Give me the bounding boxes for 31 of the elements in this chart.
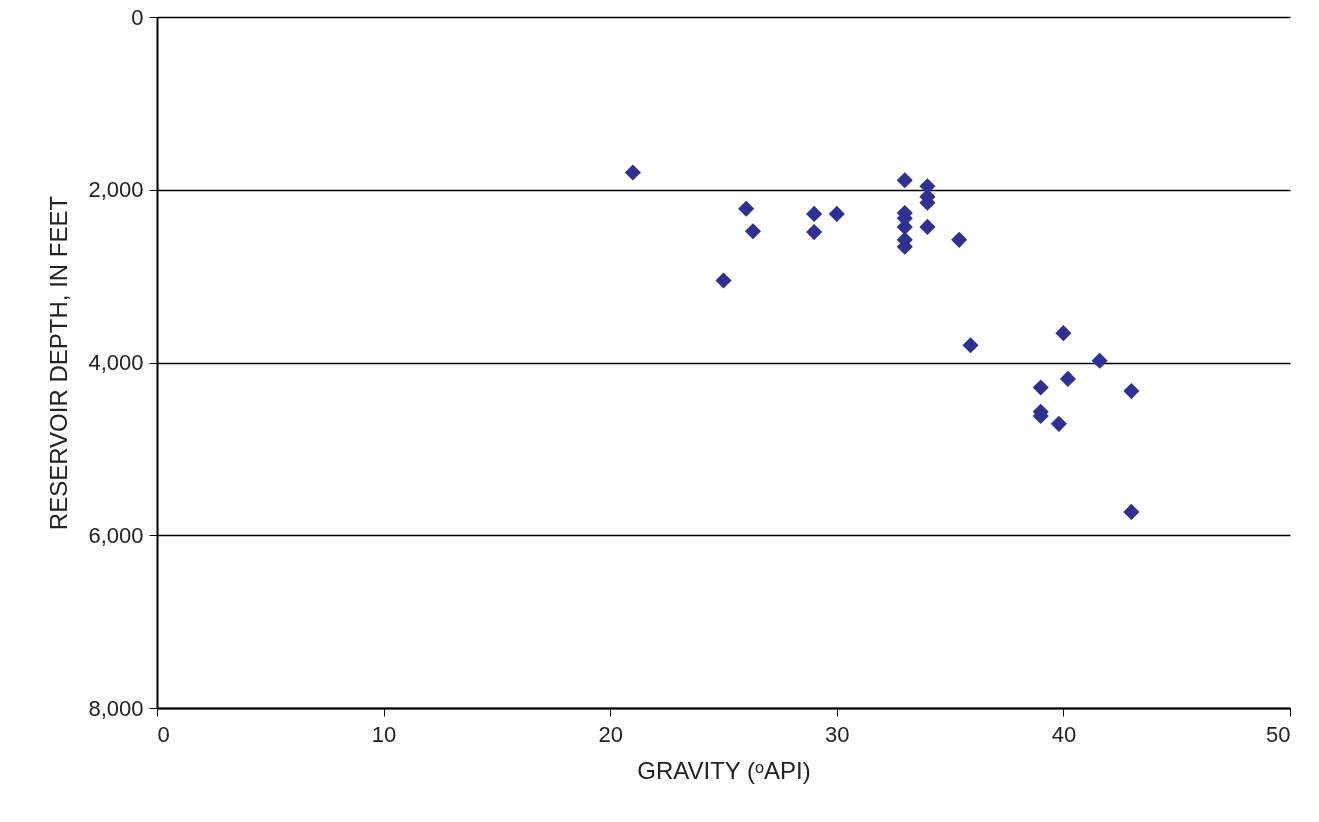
point (624, 164, 641, 181)
x-tick-label: 0 (157, 721, 170, 747)
point (951, 231, 968, 248)
point (1123, 503, 1140, 520)
x-tick-label: 50 (1266, 721, 1291, 747)
x-axis-title: GRAVITY (ᵒAPI) (637, 756, 811, 784)
x-tick-label: 30 (825, 721, 850, 747)
point (1032, 379, 1049, 396)
point (806, 205, 823, 222)
point (919, 218, 936, 235)
x-tick-label: 20 (598, 721, 623, 747)
y-tick-label: 6,000 (88, 522, 144, 548)
point (1050, 415, 1067, 432)
y-tick-label: 8,000 (88, 695, 144, 721)
point (896, 172, 913, 189)
y-tick-label: 4,000 (88, 350, 144, 375)
point (806, 224, 823, 241)
point (1091, 352, 1108, 369)
y-tick-label: 2,000 (88, 177, 144, 203)
x-tick-label: 10 (371, 721, 397, 747)
point (744, 223, 762, 240)
y-axis-title: RESERVOIR DEPTH, IN FEET (45, 195, 73, 531)
point (828, 205, 845, 222)
point (962, 337, 979, 354)
point (715, 272, 732, 289)
point (1055, 325, 1072, 342)
point (1123, 382, 1140, 400)
point (738, 200, 755, 217)
y-tick-label: 0 (131, 4, 144, 30)
point (1059, 370, 1076, 387)
x-tick-label: 40 (1051, 721, 1077, 747)
